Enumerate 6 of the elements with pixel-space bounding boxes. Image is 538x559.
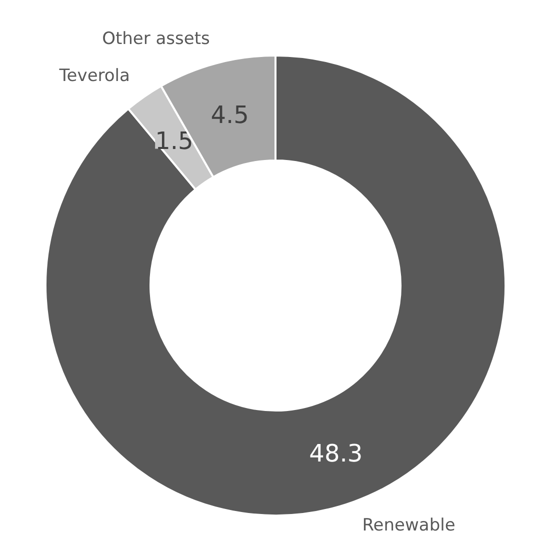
data-label: 1.5 <box>155 126 194 155</box>
data-label: 48.3 <box>309 439 363 468</box>
data-label: 4.5 <box>210 100 249 129</box>
slice-label: Renewable <box>362 515 456 536</box>
slice-label: Teverola <box>58 66 130 86</box>
slice-label: Other assets <box>102 29 210 50</box>
